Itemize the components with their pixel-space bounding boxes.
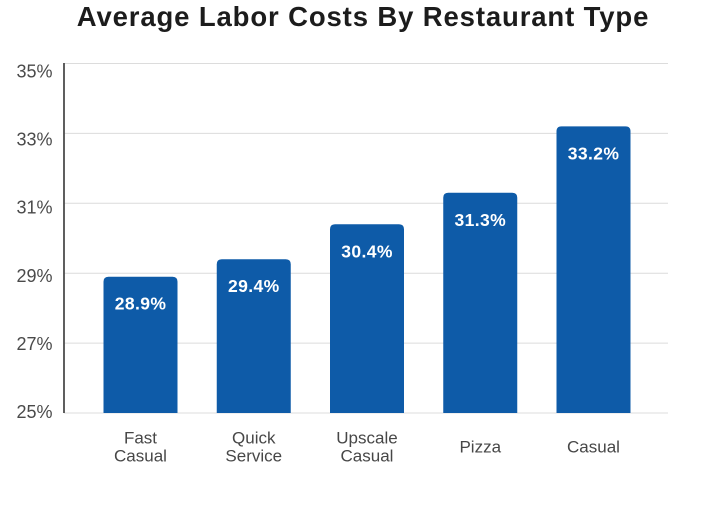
svg-text:35%: 35%	[16, 61, 52, 81]
svg-text:Casual: Casual	[114, 447, 167, 466]
svg-text:Pizza: Pizza	[459, 438, 501, 457]
svg-text:Casual: Casual	[341, 447, 394, 466]
svg-text:Average Labor Costs By Restaur: Average Labor Costs By Restaurant Type	[77, 1, 650, 32]
svg-text:Quick: Quick	[232, 429, 276, 448]
svg-text:27%: 27%	[16, 334, 52, 354]
svg-text:29%: 29%	[16, 266, 52, 286]
svg-text:30.4%: 30.4%	[341, 241, 393, 261]
svg-text:31.3%: 31.3%	[454, 210, 506, 230]
svg-text:33.2%: 33.2%	[568, 143, 620, 163]
svg-text:Upscale: Upscale	[336, 429, 397, 448]
svg-text:25%: 25%	[16, 402, 52, 422]
svg-text:Service: Service	[225, 447, 282, 466]
svg-text:28.9%: 28.9%	[115, 294, 167, 314]
svg-text:33%: 33%	[16, 130, 52, 150]
svg-text:31%: 31%	[16, 198, 52, 218]
svg-text:29.4%: 29.4%	[228, 276, 280, 296]
svg-text:Fast: Fast	[124, 429, 157, 448]
svg-text:Casual: Casual	[567, 438, 620, 457]
